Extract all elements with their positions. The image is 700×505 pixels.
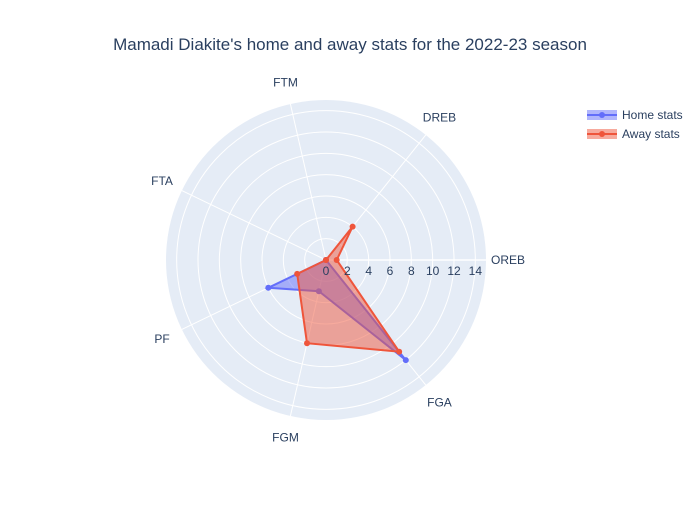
legend-label: Away stats — [622, 127, 680, 141]
radial-tick-label: 4 — [365, 264, 372, 278]
polar-area: OREB DREB FTM FTA PF FGM FGA 0 2 4 6 8 10 12 14 — [151, 76, 525, 445]
category-label: PF — [154, 332, 169, 346]
radial-tick-label: 2 — [344, 264, 351, 278]
radial-tick-label: 12 — [447, 264, 461, 278]
category-label: DREB — [423, 111, 456, 125]
radial-tick-label: 8 — [408, 264, 415, 278]
radial-tick-label: 0 — [323, 264, 330, 278]
data-point — [304, 340, 311, 347]
radial-tick-label: 14 — [469, 264, 483, 278]
category-label: FTM — [273, 76, 298, 90]
legend: Home stats Away stats — [587, 108, 683, 141]
angular-grid-line — [289, 103, 327, 261]
data-point — [402, 357, 409, 364]
legend-marker — [599, 112, 605, 118]
data-point — [265, 284, 272, 291]
data-point — [333, 257, 340, 263]
data-point — [323, 257, 329, 263]
data-point — [349, 223, 356, 230]
radial-tick-label: 10 — [426, 264, 440, 278]
chart-title: Mamadi Diakite's home and away stats for… — [113, 35, 587, 54]
category-label: OREB — [491, 253, 525, 267]
category-label: FTA — [151, 174, 173, 188]
legend-label: Home stats — [622, 108, 683, 122]
angular-grid-line — [181, 190, 327, 261]
radial-tick-label: 6 — [387, 264, 394, 278]
category-label: FGA — [427, 395, 452, 409]
data-point — [294, 270, 301, 277]
category-label: FGM — [272, 430, 299, 444]
legend-marker — [599, 131, 605, 137]
data-point — [396, 348, 403, 355]
